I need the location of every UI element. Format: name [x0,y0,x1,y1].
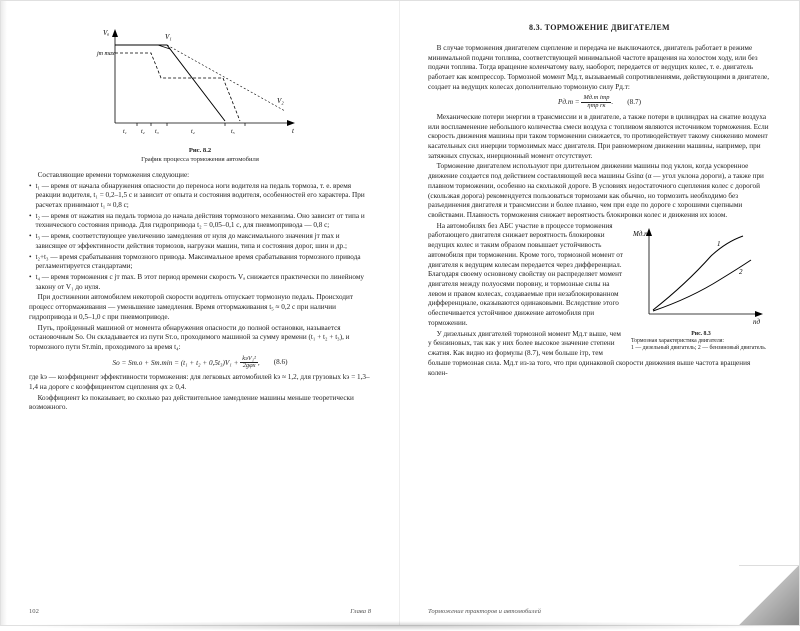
page-left: Vₐ V₁ V₂ jт max t t₁ t₂ t₃ t₄ t₅ Рис. 8.… [1,1,400,625]
formula86-frac-bot: 2gφх [241,363,258,370]
bullet-t3: t₃ — время, соответствующее увеличению з… [29,232,371,251]
formula86-frac: kэV₁² 2gφх [240,356,258,370]
fig82-caption-text: График процесса торможения автомобиля [141,156,259,163]
svg-text:t₁: t₁ [123,129,127,135]
svg-text:t₅: t₅ [231,129,235,135]
fig83-svg: Mд.т nд 1 2 [631,224,771,329]
fig82-caption-bold: Рис. 8.2 [189,147,211,154]
section-8-3-title: 8.3. ТОРМОЖЕНИЕ ДВИГАТЕЛЕМ [428,23,771,34]
svg-text:t₃: t₃ [155,129,159,135]
fig82-svg: Vₐ V₁ V₂ jт max t t₁ t₂ t₃ t₄ t₅ [95,23,305,143]
figure-8-2: Vₐ V₁ V₂ jт max t t₁ t₂ t₃ t₄ t₅ [95,23,305,143]
chapter-label: Глава 8 [350,608,371,617]
formula87-frac-bot: ηтр rк [585,103,607,110]
figure-8-3: Mд.т nд 1 2 [631,224,771,329]
drop-shadow [9,621,791,631]
r-p3: Торможение двигателем используют при дли… [428,162,771,220]
svg-text:2: 2 [739,268,743,276]
formula87-number: (8.7) [627,98,641,108]
footer-left: 102 Глава 8 [29,608,371,617]
svg-text:Vₐ: Vₐ [103,29,109,37]
para-ke2: Коэффициент kэ показывает, во сколько ра… [29,394,371,413]
para-ke: где kэ — коэффициент эффективности тормо… [29,373,371,392]
figure-8-3-block: Mд.т nд 1 2 Рис. 8.3 Тормозная характери… [631,224,771,352]
fig82-caption: Рис. 8.2 График процесса торможения авто… [29,147,371,165]
svg-text:t₂: t₂ [141,129,145,135]
page-curl-icon [739,565,799,625]
svg-text:V₁: V₁ [165,33,172,41]
r-p1: В случае торможения двигателем сцепление… [428,44,771,93]
svg-text:t: t [292,127,295,135]
para-stopdist: Путь, пройденный машиной от момента обна… [29,324,371,353]
page-right: 8.3. ТОРМОЖЕНИЕ ДВИГАТЕЛЕМ В случае торм… [400,1,799,625]
formula-8-6: Sо = Sт.о + Sт.min = (t₁ + t₂ + 0,5t₃)V₁… [29,356,371,370]
bullet-t4: t₄ — время торможения с jт max. В этот п… [29,273,371,292]
fig83-legend: 1 — дизельный двигатель; 2 — бензиновый … [631,345,766,351]
book-spread: Vₐ V₁ V₂ jт max t t₁ t₂ t₃ t₄ t₅ Рис. 8.… [0,0,800,626]
bullet-t1: t₁ — время от начала обнаружения опаснос… [29,182,371,211]
footer-right-label: Торможение тракторов и автомобилей [428,608,541,617]
svg-text:1: 1 [717,240,721,248]
fig83-caption-text: Тормозная характеристика двигателя: [631,338,724,344]
formula86-number: (8.6) [274,358,288,368]
footer-right: Торможение тракторов и автомобилей 103 [428,608,771,617]
bullet-t2: t₂ — время от нажатия на педаль тормоза … [29,212,371,231]
svg-text:t₄: t₄ [191,129,195,135]
svg-text:nд: nд [753,318,761,326]
formula87-lhs: Pд.т = [558,98,580,106]
bullet-t2t3: t₂+t₃ — время срабатывания тормозного пр… [29,253,371,272]
formula-8-7: Pд.т = Mд.т iтр ηтр rк . (8.7) [428,95,771,109]
fig83-caption: Рис. 8.3 Тормозная характеристика двигат… [631,331,771,352]
para-release: При достижении автомобилем некоторой ско… [29,293,371,322]
formula86-lhs: Sо = Sт.о + Sт.min = (t₁ + t₂ + 0,5t₃)V₁… [113,359,239,367]
r-p2: Механические потери энергии в трансмисси… [428,113,771,162]
intro-line: Составляющие времени торможения следующи… [29,171,371,181]
svg-text:jт max: jт max [96,51,115,57]
svg-text:Mд.т: Mд.т [632,230,649,238]
svg-text:V₂: V₂ [277,97,284,105]
page-number-left: 102 [29,608,39,617]
formula87-frac: Mд.т iтр ηтр rк [581,95,611,109]
fig83-caption-bold: Рис. 8.3 [631,331,771,338]
